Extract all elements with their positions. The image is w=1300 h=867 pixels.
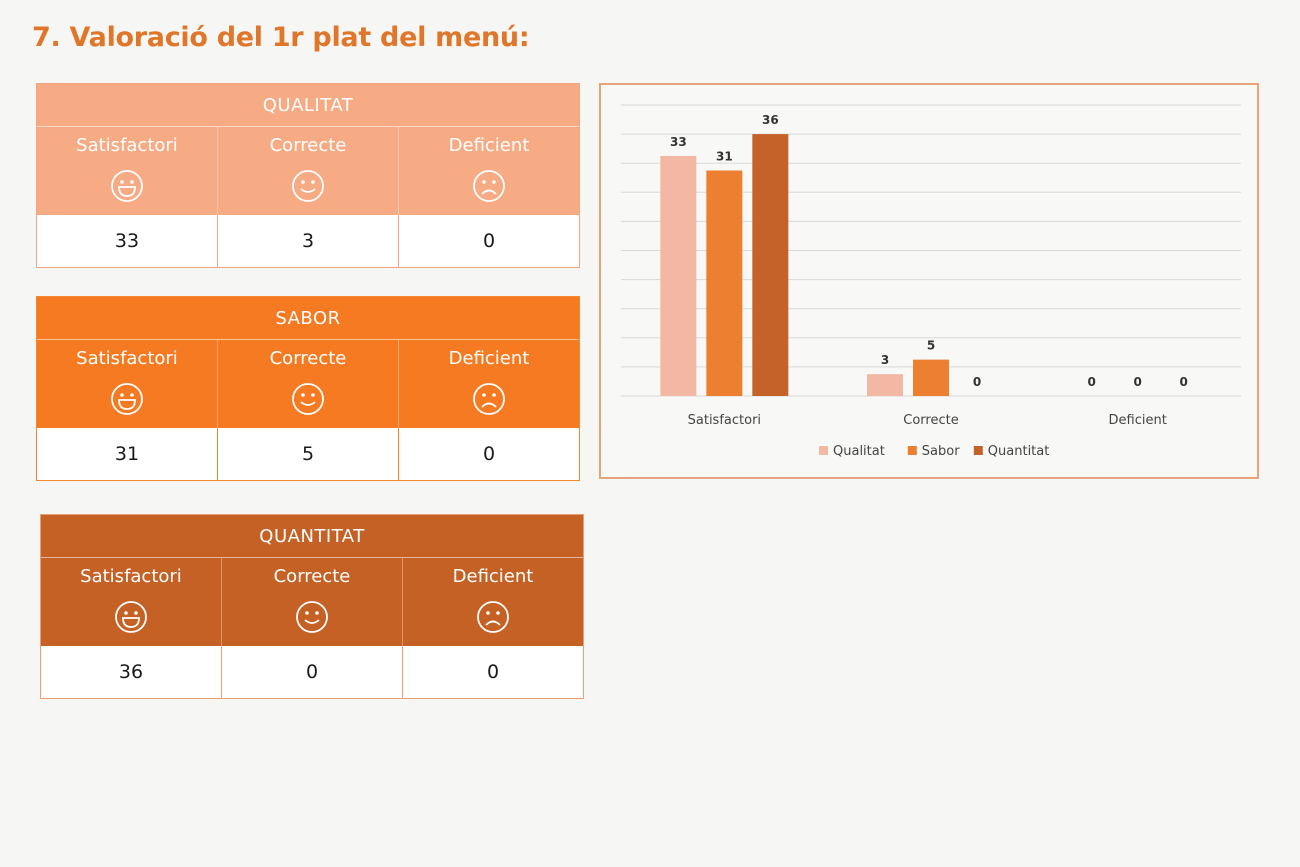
smile-icon [111, 170, 143, 202]
column-label: Satisfactori [80, 566, 182, 587]
data-label: 36 [762, 113, 779, 127]
frown-icon [473, 383, 505, 415]
value-correcte: 5 [218, 428, 399, 480]
value-satisfactori: 31 [37, 428, 218, 480]
column-label: Satisfactori [76, 348, 178, 369]
value-satisfactori: 33 [37, 215, 218, 267]
data-label: 0 [1133, 375, 1141, 389]
smile-icon [115, 601, 147, 633]
sabor-table: SABOR Satisfactori Correcte Deficient 31… [36, 296, 580, 481]
column-label: Deficient [452, 566, 534, 587]
table-header: SABOR [37, 297, 579, 340]
neutral-smile-icon [292, 170, 324, 202]
neutral-smile-icon [292, 383, 324, 415]
category-label: Deficient [1109, 413, 1167, 428]
bar-qualitat [867, 374, 903, 396]
frown-icon [477, 601, 509, 633]
frown-icon [473, 170, 505, 202]
column-satisfactori: Satisfactori [37, 340, 218, 428]
category-label: Correcte [903, 413, 958, 428]
column-correcte: Correcte [218, 127, 399, 215]
legend-label: Quantitat [988, 444, 1050, 459]
column-correcte: Correcte [222, 558, 403, 646]
data-label: 0 [973, 375, 981, 389]
column-label: Deficient [448, 348, 530, 369]
column-label: Correcte [273, 566, 351, 587]
table-header: QUANTITAT [41, 515, 583, 558]
bar-qualitat [660, 155, 697, 396]
legend-swatch [819, 446, 828, 455]
legend-swatch [907, 446, 917, 455]
column-label: Correcte [269, 135, 347, 156]
value-satisfactori: 36 [41, 646, 222, 698]
table-header: QUALITAT [37, 84, 579, 127]
bar-chart-svg: 33 31 36 Satisfactori 3 5 0 Correcte 0 0 0 Deficien… [621, 104, 1241, 459]
column-deficient: Deficient [399, 340, 579, 428]
value-correcte: 3 [218, 215, 399, 267]
bar-sabor [913, 359, 949, 396]
column-label: Correcte [269, 348, 347, 369]
data-label: 5 [927, 339, 935, 353]
category-label: Satisfactori [688, 413, 761, 428]
data-label: 3 [881, 353, 889, 367]
qualitat-table: QUALITAT Satisfactori Correcte Deficient… [36, 83, 580, 268]
value-deficient: 0 [482, 443, 496, 465]
bar-chart: 33 31 36 Satisfactori 3 5 0 Correcte 0 0 0 Deficien… [599, 83, 1259, 479]
quantitat-table: QUANTITAT Satisfactori Correcte Deficien… [40, 514, 584, 699]
legend-label: Sabor [922, 444, 960, 459]
column-satisfactori: Satisfactori [37, 127, 218, 215]
bar-quantitat [752, 134, 789, 396]
legend-label: Qualitat [833, 444, 885, 459]
bar-sabor [706, 170, 743, 396]
column-satisfactori: Satisfactori [41, 558, 222, 646]
column-deficient: Deficient [403, 558, 583, 646]
column-deficient: Deficient [399, 127, 579, 215]
value-deficient: 0 [486, 661, 500, 683]
page-title: 7. Valoració del 1r plat del menú: [32, 22, 530, 53]
legend-swatch [973, 446, 983, 455]
value-correcte: 0 [222, 646, 403, 698]
data-label: 0 [1087, 375, 1095, 389]
neutral-smile-icon [296, 601, 328, 633]
data-label: 33 [670, 135, 687, 149]
data-label: 0 [1179, 375, 1187, 389]
column-label: Satisfactori [76, 135, 178, 156]
data-label: 31 [716, 149, 733, 163]
column-label: Deficient [448, 135, 530, 156]
column-correcte: Correcte [218, 340, 399, 428]
smile-icon [111, 383, 143, 415]
value-deficient: 0 [482, 230, 496, 252]
